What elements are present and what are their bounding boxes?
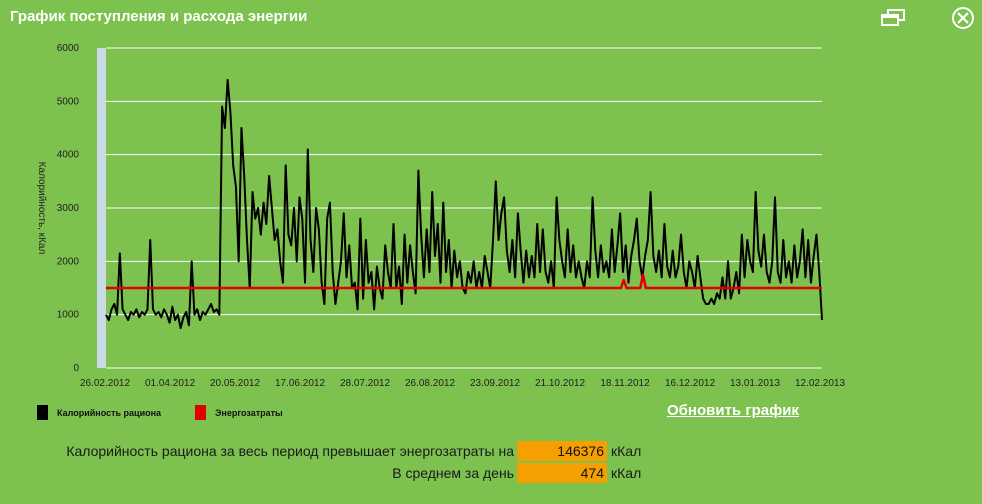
x-tick-label: 13.01.2013 (730, 378, 780, 389)
y-tick-label: 5000 (57, 96, 80, 107)
x-tick-label: 16.12.2012 (665, 378, 715, 389)
legend-swatch-intake (37, 405, 48, 420)
x-tick-label: 20.05.2012 (210, 378, 260, 389)
x-tick-label: 21.10.2012 (535, 378, 585, 389)
summary-average-value: 474 (517, 463, 607, 483)
y-tick-label: 6000 (57, 43, 80, 54)
series-line-expense (106, 273, 822, 290)
energy-chart: 0 1000 2000 3000 4000 5000 6000 26.02.2012 01.0… (36, 43, 845, 389)
y-axis-label: Калорийность, кКал (36, 162, 47, 255)
series-line-intake (105, 79, 823, 329)
y-tick-label: 2000 (57, 256, 80, 267)
legend-label-expense: Энергозатраты (215, 408, 283, 418)
restore-window-icon[interactable] (880, 9, 906, 27)
summary-excess-unit: кКал (611, 443, 642, 459)
summary-excess-label: Калорийность рациона за весь период прев… (66, 443, 514, 459)
window-title: График поступления и расхода энергии (10, 8, 308, 25)
x-tick-label: 12.02.2013 (795, 378, 845, 389)
summary-average-label: В среднем за день (392, 465, 514, 481)
refresh-chart-link[interactable]: Обновить график (667, 402, 799, 419)
legend-label-intake: Калорийность рациона (57, 408, 162, 418)
x-tick-label: 23.09.2012 (470, 378, 520, 389)
x-tick-label: 01.04.2012 (145, 378, 195, 389)
chart-grid (106, 47, 822, 369)
y-tick-label: 3000 (57, 203, 80, 214)
close-icon[interactable] (951, 6, 975, 30)
y-tick-label: 4000 (57, 150, 80, 161)
x-tick-label: 26.02.2012 (80, 378, 130, 389)
summary-average-unit: кКал (611, 465, 642, 481)
x-tick-label: 18.11.2012 (600, 378, 650, 389)
y-axis-bar (97, 48, 106, 368)
legend-swatch-expense (195, 405, 206, 420)
x-tick-label: 28.07.2012 (340, 378, 390, 389)
x-tick-label: 26.08.2012 (405, 378, 455, 389)
y-tick-label: 0 (73, 363, 79, 374)
summary-excess-value: 146376 (517, 441, 607, 461)
y-tick-label: 1000 (57, 310, 80, 321)
x-tick-label: 17.06.2012 (275, 378, 325, 389)
